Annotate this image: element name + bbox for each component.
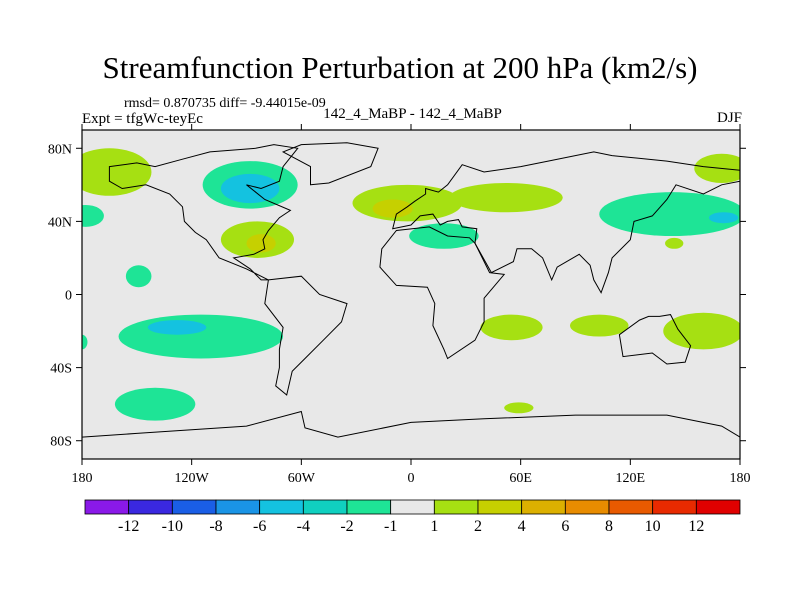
contour-region-south-pacific: [118, 314, 284, 359]
y-tick-label: 40S: [50, 362, 72, 377]
contour-region-tropical-pacific: [125, 265, 152, 288]
colorbar-label: -4: [297, 518, 310, 535]
colorbar-label: 2: [474, 518, 482, 535]
colorbar-label: 1: [430, 518, 438, 535]
coastline-south-america: [264, 275, 348, 396]
colorbar-label: 6: [561, 518, 569, 535]
colorbar-box: [477, 499, 523, 515]
case-label: 142_4_MaBP - 142_4_MaBP: [323, 106, 502, 122]
contour-region-australia-west: [570, 314, 629, 337]
x-tick-label: 180: [730, 471, 751, 486]
coastline-eurasia: [392, 151, 740, 294]
colorbar-box: [128, 499, 173, 515]
y-tick-label: 40N: [48, 215, 72, 230]
contour-region-europe-asia-band: [449, 183, 563, 213]
x-tick-label: 180: [72, 471, 93, 486]
colorbar-label: -10: [162, 518, 183, 535]
contour-region-indian-ocean-south: [480, 314, 543, 341]
colorbar-label: 12: [688, 518, 704, 535]
contour-region-west-pacific-north: [599, 192, 740, 237]
x-tick-label: 120E: [616, 471, 646, 486]
coastline-antarctica: [82, 410, 740, 438]
colorbar-box: [302, 499, 348, 515]
colorbar-label: 4: [518, 518, 526, 535]
colorbar-label: -2: [340, 518, 353, 535]
contour-region-north-pacific-band: [82, 204, 104, 227]
x-tick-label: 0: [408, 471, 415, 486]
contour-region-north-atlantic-core: [372, 199, 413, 218]
contour-region-north-america-core: [220, 173, 280, 204]
colorbar-box: [652, 499, 697, 515]
colorbar-box: [608, 499, 654, 515]
contour-regions: [82, 148, 740, 421]
colorbar-box: [390, 499, 435, 515]
experiment-label: Expt = tfgWc-teyEc: [82, 111, 203, 127]
contour-region-west-pacific-north-core: [708, 212, 739, 224]
colorbar-label: -1: [384, 518, 397, 535]
colorbar-box: [564, 499, 610, 515]
colorbar-label: -12: [118, 518, 139, 535]
contour-region-south-pacific-core: [147, 320, 207, 335]
contour-region-south-america-edge: [82, 334, 88, 350]
colorbar-box: [171, 499, 217, 515]
season-label: DJF: [716, 110, 742, 126]
colorbar-box: [521, 499, 566, 515]
y-tick-label: 0: [65, 289, 72, 304]
map-axes: 180 120W 60W 0 60E 120E 180 80N 40N 0 40S 80S: [48, 124, 751, 486]
x-tick-label: 60W: [288, 471, 316, 486]
y-tick-label: 80N: [48, 142, 72, 157]
contour-region-southern-ocean-africa: [504, 402, 534, 414]
chart-title: Streamfunction Perturbation at 200 hPa (…: [102, 50, 698, 85]
colorbar-box: [433, 499, 479, 515]
y-tick-label: 80S: [50, 435, 72, 450]
x-tick-label: 120W: [175, 471, 210, 486]
colorbar-box: [346, 499, 392, 515]
contour-region-eastern-us-core: [246, 234, 276, 253]
colorbar-box: [84, 499, 130, 515]
colorbar-label: -6: [253, 518, 266, 535]
colorbar-box: [259, 499, 304, 515]
coastline-greenland: [281, 142, 379, 186]
x-tick-label: 60E: [509, 471, 532, 486]
colorbar-label: -8: [209, 518, 222, 535]
contour-region-west-pacific-small: [665, 237, 684, 249]
contour-region-southern-ocean: [114, 387, 196, 421]
colorbar-box: [215, 499, 261, 515]
stats-label: rmsd= 0.870735 diff= -9.44015e-09: [124, 96, 326, 111]
coastlines: [82, 142, 740, 438]
colorbar-label: 10: [645, 518, 661, 535]
coastline-africa: [379, 226, 506, 360]
contour-region-south-pacific-east: [663, 312, 740, 350]
contour-region-north-pacific-west: [82, 148, 152, 196]
contour-region-mediterranean: [409, 223, 479, 249]
colorbar: -12 -10 -8 -6 -4 -2 -1 1 2 4 6 8 10 12: [84, 499, 741, 535]
colorbar-box: [695, 499, 741, 515]
coastline-australia: [618, 314, 692, 365]
coastline-north-america: [108, 144, 299, 281]
colorbar-label: 8: [605, 518, 613, 535]
